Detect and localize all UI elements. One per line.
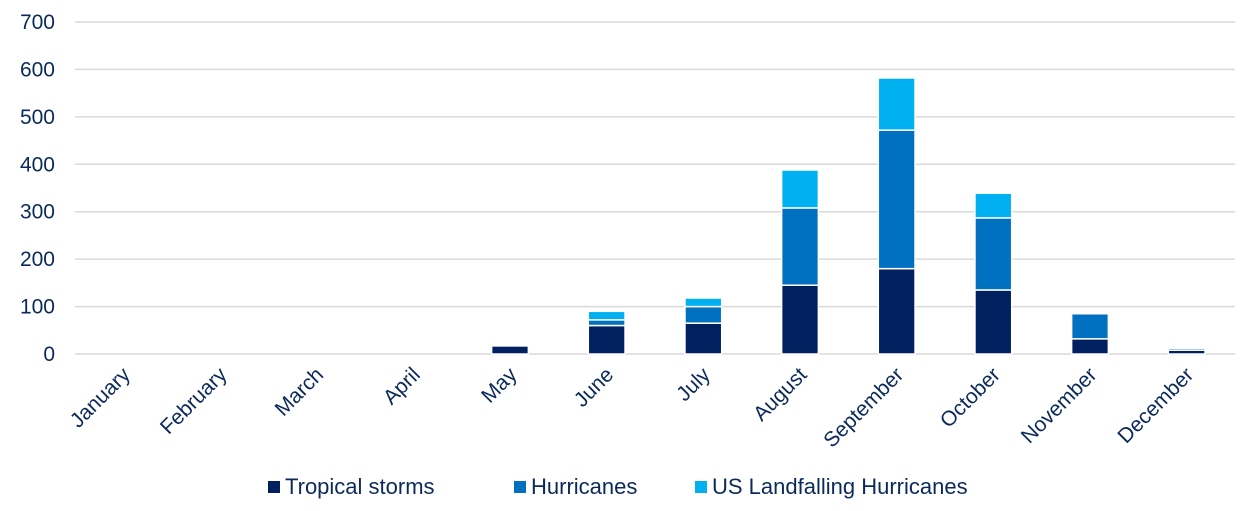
bar-segment	[587, 310, 626, 321]
bar-segment	[974, 192, 1013, 219]
y-tick-label: 500	[20, 106, 55, 129]
y-axis-ticks: 0 100 200 300 400 500 600 700	[20, 11, 55, 366]
bar-segment	[974, 289, 1013, 355]
bar-segment	[1070, 311, 1110, 315]
x-tick-label: July	[672, 363, 715, 406]
y-tick-label: 0	[43, 343, 55, 366]
bar-segment	[1167, 346, 1206, 350]
y-tick-label: 700	[20, 11, 55, 34]
bar-segment	[587, 319, 626, 327]
legend-label: US Landfalling Hurricanes	[712, 474, 968, 499]
bar-segment	[877, 129, 916, 270]
legend-label: Tropical storms	[285, 474, 435, 499]
y-tick-label: 100	[20, 296, 55, 319]
bar-segment	[780, 284, 820, 355]
y-tick-label: 300	[20, 201, 55, 224]
bar-segment	[587, 324, 626, 355]
bar-segment	[1070, 338, 1110, 355]
bar-segment	[780, 207, 820, 286]
bar-segment	[1070, 312, 1110, 340]
bar-segment	[490, 345, 530, 355]
x-axis-ticks: January February March April May June July Augu…	[66, 363, 1198, 452]
x-tick-label: December	[1113, 363, 1198, 448]
legend-swatch	[514, 481, 526, 493]
bar-segment	[877, 77, 916, 131]
bar-segment	[684, 322, 723, 355]
x-tick-label: August	[749, 363, 812, 426]
x-tick-label: November	[1017, 363, 1102, 448]
bar-segment	[877, 267, 916, 355]
x-tick-label: April	[379, 363, 425, 409]
x-tick-label: March	[271, 363, 329, 421]
gridlines	[75, 21, 1235, 355]
legend-swatch	[268, 481, 280, 493]
x-tick-label: February	[156, 363, 232, 439]
bars	[490, 77, 1206, 355]
y-tick-label: 400	[20, 153, 55, 176]
bar-segment	[780, 169, 820, 209]
bar-segment	[684, 305, 723, 324]
legend-swatch	[695, 481, 707, 493]
legend-entry: US Landfalling Hurricanes	[695, 474, 968, 499]
bar-segment	[684, 297, 723, 308]
x-tick-label: October	[936, 363, 1005, 432]
legend-label: Hurricanes	[531, 474, 637, 499]
x-tick-label: September	[819, 363, 908, 452]
legend-entry: Tropical storms	[268, 474, 435, 499]
x-tick-label: June	[570, 363, 618, 411]
y-tick-label: 200	[20, 248, 55, 271]
x-tick-label: May	[477, 363, 522, 408]
legend: Tropical storms Hurricanes US Landfalling …	[268, 474, 968, 499]
legend-entry: Hurricanes	[514, 474, 637, 499]
bar-segment	[974, 217, 1013, 291]
y-tick-label: 600	[20, 58, 55, 81]
x-tick-label: January	[66, 363, 135, 432]
